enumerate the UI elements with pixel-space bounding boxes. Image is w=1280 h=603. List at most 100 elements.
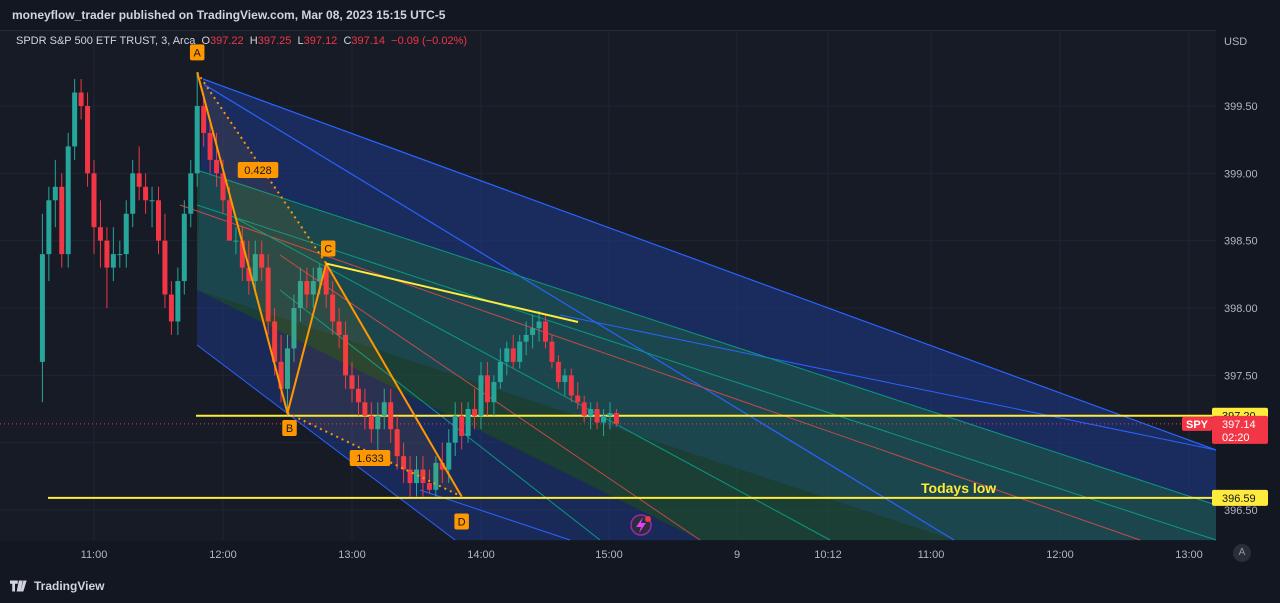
price-axis-bg [1216, 30, 1280, 572]
candle-body [439, 462, 445, 470]
time-tick-label: 9 [734, 549, 740, 561]
candle-body [459, 415, 465, 436]
candle-body [330, 294, 336, 322]
candle-body [375, 415, 381, 430]
candle-body [381, 402, 387, 416]
candle-body [156, 200, 161, 241]
candle-body [355, 388, 361, 403]
time-tick-label: 11:00 [81, 549, 108, 561]
candle-body [407, 469, 413, 484]
point-d-label-box [454, 513, 469, 530]
candle-body [497, 361, 503, 383]
bcd-triangle [287, 263, 462, 497]
candle-body [188, 173, 194, 214]
ratio-cd-label: 1.633 [356, 453, 384, 465]
channel-median-line [179, 204, 1141, 541]
candle-body [123, 213, 129, 255]
candle-body [65, 146, 71, 255]
currency-label: USD [1224, 36, 1247, 48]
time-tick-label: 11:00 [918, 549, 945, 561]
trend-line-c [325, 262, 579, 323]
time-tick-label: 12:00 [209, 549, 237, 561]
change-value: −0.09 (−0.02%) [391, 35, 468, 47]
candle-body [343, 334, 349, 376]
high-label: H [249, 35, 258, 47]
point-c-label-box [320, 240, 336, 257]
todays-low-label: Todays low [921, 480, 996, 496]
point-b-label-box [282, 420, 297, 437]
candle-body [168, 294, 174, 322]
candle-body [136, 173, 142, 187]
candle-body [549, 341, 555, 362]
candle-body [291, 308, 297, 349]
candle-body [46, 200, 52, 255]
symbol-tag: SPY [1186, 419, 1209, 431]
candle-body [517, 341, 523, 362]
candle-body [52, 186, 58, 201]
candle-body [349, 375, 355, 389]
candle-body [272, 321, 278, 362]
candle-body [285, 348, 290, 389]
channel-teal-line [196, 169, 1217, 506]
candle-body [362, 402, 368, 416]
candle-body [110, 254, 116, 268]
lightning-glyph [636, 517, 646, 533]
candle-body [59, 186, 65, 255]
chart-svg[interactable]: Todays low A B C D 0.428 1.633 USD 399.50 399.0… [0, 0, 1280, 572]
time-tick-label: 10:12 [814, 549, 842, 561]
candle-body [233, 240, 239, 242]
candle-body [594, 409, 600, 423]
price-tick-label: 399.50 [1224, 101, 1258, 113]
candle-body [297, 281, 303, 308]
candle-body [543, 321, 548, 342]
candles [39, 72, 619, 497]
candle-body [207, 132, 213, 160]
low-label: L [297, 35, 304, 47]
channel-bottom-line [196, 344, 456, 541]
candle-body [607, 413, 613, 416]
candle-body [388, 402, 394, 430]
bar-countdown: 02:20 [1222, 432, 1250, 444]
candle-body [472, 409, 478, 416]
candle-body [575, 395, 581, 403]
replay-lightning-icon [630, 514, 652, 536]
last-price-value: 397.14 [1222, 419, 1256, 431]
candle-body [104, 240, 110, 268]
price-tick-label: 399.00 [1224, 168, 1258, 180]
candle-body [401, 456, 407, 470]
harmonic-pattern: A B C D 0.428 1.633 [189, 44, 652, 536]
candle-body [465, 409, 471, 436]
candle-body [220, 173, 226, 201]
candle-body [39, 254, 45, 362]
candle-body [452, 415, 458, 443]
candle-body [601, 415, 607, 423]
price-tick-label: 398.00 [1224, 303, 1258, 315]
candle-body [201, 106, 207, 133]
tradingview-logo-icon [10, 580, 27, 592]
candle-body [265, 267, 271, 322]
candle-body [214, 159, 220, 174]
candle-body [568, 375, 574, 396]
symbol-name[interactable]: SPDR S&P 500 ETF TRUST, 3, Arca [16, 35, 196, 47]
price-tick-label: 396.50 [1224, 505, 1258, 517]
candle-body [149, 200, 155, 202]
candle-body [478, 375, 484, 416]
candle-body [97, 227, 103, 241]
candle-body [304, 281, 310, 295]
candle-body [252, 254, 258, 282]
channel-top-line [202, 78, 1217, 451]
tradingview-footer[interactable]: TradingView [10, 579, 104, 593]
abcd-legs [196, 72, 463, 498]
candle-body [530, 328, 536, 335]
auto-scale-button[interactable]: A [1233, 544, 1251, 562]
candle-body [85, 106, 91, 174]
candle-body [420, 469, 426, 484]
candle-body [310, 281, 316, 295]
channel-mid-fill [197, 170, 1216, 540]
candle-body [588, 409, 594, 416]
candle-body [426, 483, 432, 490]
candle-body [562, 375, 568, 383]
candle-body [536, 321, 542, 329]
point-c-label: C [324, 244, 332, 256]
candle-body [394, 429, 400, 457]
